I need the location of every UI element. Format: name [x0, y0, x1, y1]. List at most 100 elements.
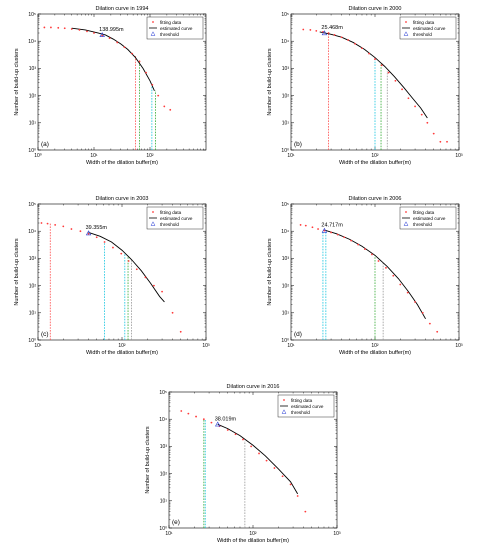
- fitting-data-point: [407, 97, 410, 100]
- fitting-data-point: [361, 47, 363, 50]
- fitting-data-point: [333, 34, 336, 36]
- fitting-data-point: [79, 230, 82, 233]
- fitting-data-point: [311, 226, 314, 229]
- fitting-data-point: [234, 433, 237, 436]
- fitting-data-point: [145, 71, 147, 74]
- x-tick-label: 10²: [371, 153, 379, 159]
- fitting-data-point: [421, 311, 424, 314]
- legend-entry: fitting data: [291, 398, 313, 403]
- x-tick-label: 10¹: [287, 153, 295, 159]
- fitting-data-point: [387, 71, 390, 74]
- chart-panel-5: Dilation curve in 2016 Width of the dilat…: [145, 384, 341, 544]
- x-tick-label: 10⁰: [34, 153, 42, 159]
- y-tick-label: 10⁰: [281, 338, 289, 344]
- threshold-label: 25.468m: [321, 25, 343, 31]
- fitting-data-point: [169, 108, 172, 111]
- y-tick-label: 10²: [29, 283, 37, 289]
- panel-label: (c): [41, 331, 49, 338]
- legend-entry: threshold: [413, 32, 432, 37]
- fitting-data-point: [380, 64, 383, 67]
- x-tick-label: 10³: [202, 343, 210, 349]
- chart-title: Dilation curve in 1994: [96, 6, 149, 12]
- y-axis-label: Number of build-up clusters: [14, 48, 20, 116]
- y-tick-label: 10²: [282, 283, 290, 289]
- fitting-data-point: [63, 27, 66, 30]
- chart-panel-3: Dilation curve in 2003 Width of the dilat…: [14, 196, 210, 356]
- estimated-curve-line: [88, 232, 165, 303]
- y-tick-label: 10⁵: [281, 12, 289, 18]
- fitting-data-point: [86, 30, 88, 33]
- fitting-data-point: [377, 260, 380, 262]
- chart-panel-2: Dilation curve in 2000 Width of the dilat…: [267, 6, 463, 166]
- legend-entry: estimated curve: [413, 216, 446, 221]
- y-tick-label: 10¹: [282, 311, 290, 317]
- fitting-data-point: [357, 243, 360, 246]
- fitting-data-point: [116, 41, 119, 44]
- fitting-data-point: [62, 225, 65, 228]
- fitting-data-point: [54, 224, 57, 226]
- fitting-data-point: [399, 283, 402, 286]
- legend-entry: fitting data: [413, 20, 435, 25]
- y-tick-label: 10¹: [29, 311, 37, 317]
- fitting-data-point: [157, 94, 160, 97]
- y-tick-label: 10⁵: [159, 390, 167, 396]
- fitting-data-point: [273, 467, 276, 469]
- fitting-data-point: [446, 140, 448, 143]
- legend-entry: threshold: [413, 222, 432, 227]
- estimated-curve-line: [324, 229, 426, 320]
- y-tick-label: 10³: [282, 66, 290, 72]
- fitting-data-point: [371, 253, 373, 256]
- y-tick-label: 10²: [282, 93, 290, 99]
- legend-entry: threshold: [291, 410, 310, 415]
- chart-title: Dilation curve in 2006: [349, 196, 402, 202]
- legend-threshold-marker: [281, 409, 287, 414]
- fitting-data-point: [120, 252, 123, 255]
- fitting-data-point: [296, 495, 299, 497]
- fitting-data-point: [350, 239, 353, 242]
- fitting-data-point: [420, 113, 423, 116]
- fitting-data-point: [131, 52, 134, 55]
- x-tick-label: 10¹: [34, 343, 42, 349]
- chart-title: Dilation curve in 2000: [349, 6, 402, 12]
- fitting-data-point: [250, 445, 253, 448]
- fitting-data-point: [202, 418, 205, 421]
- fitting-data-point: [187, 412, 190, 415]
- x-tick-label: 10²: [146, 153, 154, 159]
- fitting-data-point: [226, 429, 229, 431]
- fitting-data-point: [40, 222, 43, 224]
- legend-entry: threshold: [160, 222, 179, 227]
- y-tick-label: 10²: [160, 471, 168, 477]
- x-axis-label: Width of the dilation buffer(m): [86, 350, 158, 356]
- fitting-data-point: [78, 29, 81, 31]
- chart-title: Dilation curve in 2016: [227, 384, 280, 390]
- threshold-label: 24.717m: [321, 223, 343, 229]
- fitting-data-point: [330, 231, 332, 234]
- chart-panel-4: Dilation curve in 2006 Width of the dilat…: [267, 196, 463, 356]
- fitting-data-point: [46, 222, 49, 225]
- legend-entry: fitting data: [160, 20, 182, 25]
- legend-threshold-marker: [403, 31, 409, 36]
- y-axis-label: Number of build-up clusters: [267, 48, 273, 116]
- fitting-data-point: [281, 475, 284, 478]
- fitting-data-point: [304, 510, 307, 513]
- y-axis-label: Number of build-up clusters: [267, 238, 273, 306]
- y-axis-label: Number of build-up clusters: [145, 426, 151, 494]
- threshold-marker: [85, 230, 92, 236]
- fitting-data-point: [242, 438, 244, 441]
- fitting-data-point: [123, 46, 126, 49]
- fitting-data-point: [401, 88, 403, 91]
- legend-fitting-marker: [152, 211, 154, 213]
- y-tick-label: 10⁴: [28, 229, 36, 235]
- fitting-data-point: [153, 284, 155, 287]
- y-tick-label: 10⁰: [159, 526, 167, 532]
- fitting-data-point: [127, 260, 130, 262]
- y-tick-label: 10⁰: [28, 338, 36, 344]
- threshold-marker: [214, 421, 221, 427]
- fitting-data-point: [374, 58, 376, 60]
- fitting-data-point: [385, 266, 387, 269]
